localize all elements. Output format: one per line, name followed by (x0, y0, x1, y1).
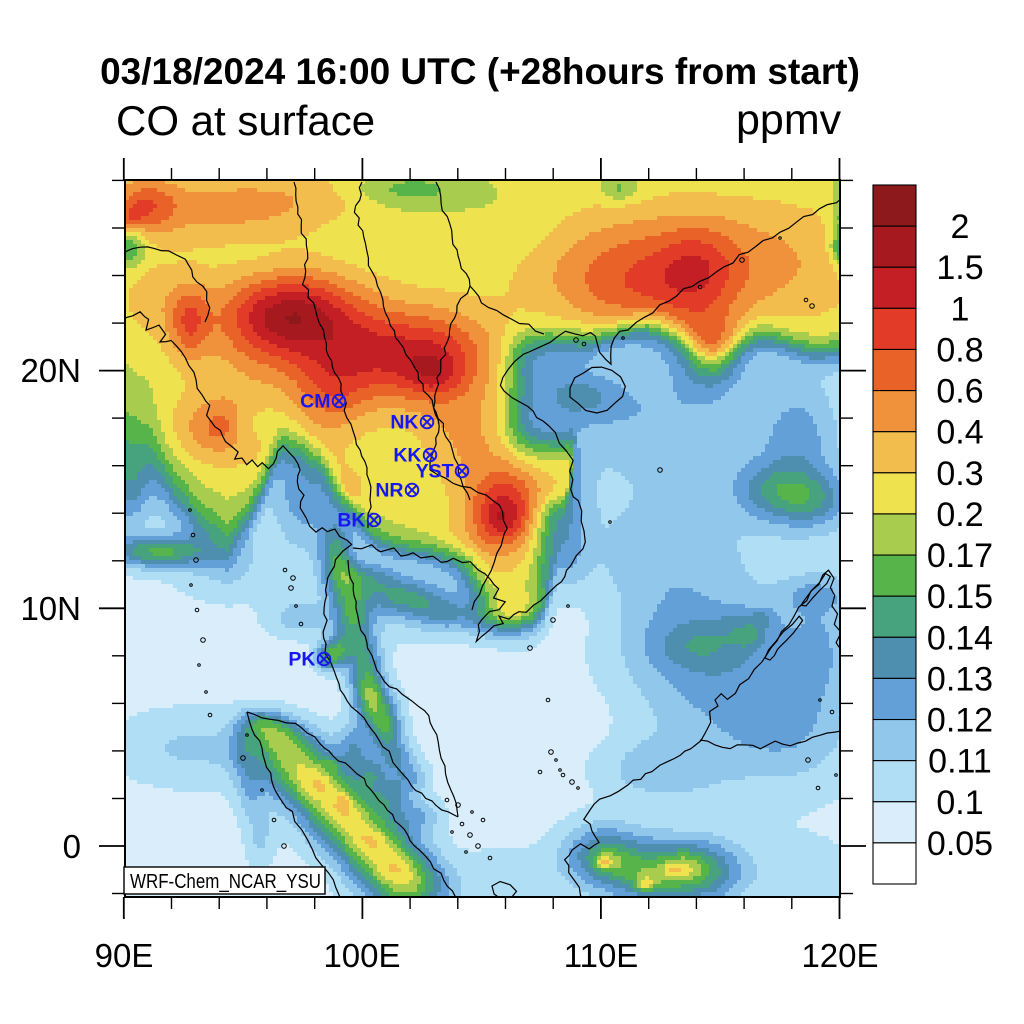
svg-text:0.14: 0.14 (927, 619, 993, 657)
svg-text:1: 1 (951, 290, 970, 328)
svg-text:NK: NK (390, 412, 418, 434)
svg-text:0.05: 0.05 (927, 825, 993, 863)
svg-text:PK: PK (288, 649, 315, 671)
svg-text:100E: 100E (323, 937, 400, 974)
svg-text:2: 2 (951, 208, 970, 246)
svg-text:BK: BK (337, 510, 365, 532)
svg-text:10N: 10N (20, 590, 81, 627)
svg-text:WRF-Chem_NCAR_YSU: WRF-Chem_NCAR_YSU (130, 871, 321, 893)
svg-text:0.3: 0.3 (936, 455, 983, 493)
svg-text:1.5: 1.5 (936, 249, 983, 287)
svg-text:CM: CM (300, 391, 330, 413)
svg-text:0.11: 0.11 (928, 743, 992, 781)
svg-text:0.15: 0.15 (927, 578, 993, 616)
svg-text:CO at surface: CO at surface (116, 97, 375, 144)
svg-text:NR: NR (375, 480, 403, 502)
svg-text:0.17: 0.17 (927, 537, 993, 575)
svg-text:0.12: 0.12 (927, 702, 993, 740)
svg-text:0.2: 0.2 (936, 496, 983, 534)
svg-text:90E: 90E (95, 937, 154, 974)
svg-text:120E: 120E (801, 937, 878, 974)
svg-text:YST: YST (416, 461, 454, 483)
svg-text:110E: 110E (564, 937, 639, 974)
svg-text:0: 0 (63, 828, 81, 865)
svg-text:0.1: 0.1 (936, 784, 983, 822)
svg-text:20N: 20N (20, 352, 81, 389)
svg-text:0.8: 0.8 (936, 332, 983, 370)
svg-text:KK: KK (393, 445, 421, 467)
svg-text:0.13: 0.13 (927, 660, 993, 698)
svg-text:03/18/2024 16:00 UTC (+28hours: 03/18/2024 16:00 UTC (+28hours from star… (100, 51, 860, 92)
svg-text:0.4: 0.4 (936, 414, 983, 452)
svg-text:0.6: 0.6 (936, 373, 983, 411)
svg-text:ppmv: ppmv (736, 96, 842, 144)
